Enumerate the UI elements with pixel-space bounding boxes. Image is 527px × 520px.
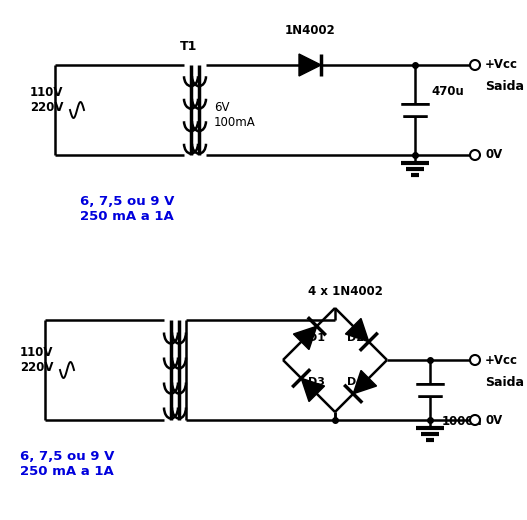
Bar — [400, 106, 430, 114]
Circle shape — [470, 60, 480, 70]
Text: D2: D2 — [347, 333, 364, 343]
Text: 1N4002: 1N4002 — [285, 24, 335, 37]
Text: 1000u: 1000u — [442, 415, 483, 428]
Text: D3: D3 — [308, 377, 325, 387]
Polygon shape — [301, 378, 325, 401]
Text: 110V
220V: 110V 220V — [20, 346, 54, 374]
Circle shape — [470, 415, 480, 425]
Text: 6, 7,5 ou 9 V
250 mA a 1A: 6, 7,5 ou 9 V 250 mA a 1A — [20, 450, 114, 478]
Text: Saida: Saida — [485, 375, 524, 388]
Polygon shape — [299, 54, 321, 76]
Text: 0V: 0V — [485, 413, 502, 426]
Circle shape — [470, 150, 480, 160]
Text: 470u: 470u — [431, 85, 464, 98]
Polygon shape — [345, 318, 369, 342]
Text: 6, 7,5 ou 9 V
250 mA a 1A: 6, 7,5 ou 9 V 250 mA a 1A — [80, 195, 174, 223]
Text: D4: D4 — [347, 377, 364, 387]
Text: T1: T1 — [180, 40, 198, 53]
Text: Saida: Saida — [485, 81, 524, 94]
Text: +Vcc: +Vcc — [485, 354, 518, 367]
Text: 6V
100mA: 6V 100mA — [214, 101, 256, 129]
Polygon shape — [353, 370, 377, 394]
Polygon shape — [294, 326, 317, 349]
Text: 4 x 1N4002: 4 x 1N4002 — [308, 285, 383, 298]
Text: 0V: 0V — [485, 149, 502, 162]
Bar — [415, 386, 445, 394]
Text: +Vcc: +Vcc — [485, 58, 518, 71]
Text: D1: D1 — [308, 333, 325, 343]
Circle shape — [470, 355, 480, 365]
Text: 110V
220V: 110V 220V — [30, 86, 63, 114]
